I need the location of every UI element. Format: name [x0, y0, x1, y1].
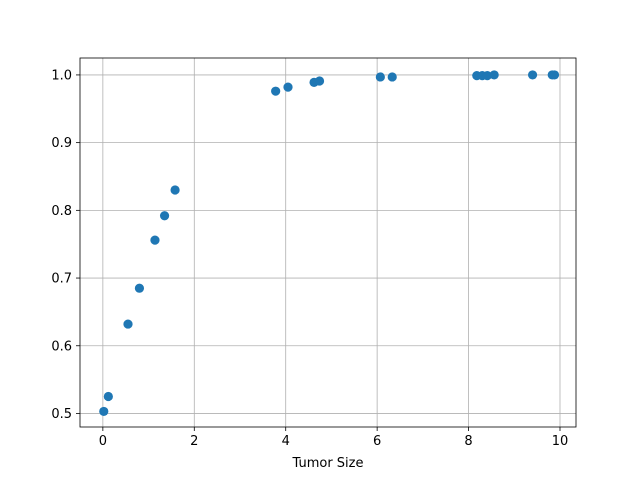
y-tick-label: 0.5	[51, 407, 72, 422]
x-tick-label: 4	[282, 434, 290, 449]
scatter-point	[134, 283, 145, 293]
scatter-point	[482, 71, 492, 81]
points-layer	[99, 70, 560, 417]
scatter-point	[159, 211, 170, 221]
scatter-point	[549, 70, 560, 80]
y-tick-label: 0.8	[51, 204, 72, 219]
scatter-point	[375, 72, 385, 82]
scatter-point	[314, 76, 325, 86]
scatter-point	[527, 70, 538, 80]
x-tick-label: 10	[552, 434, 569, 449]
scatter-point	[103, 391, 113, 402]
x-tick-label: 6	[373, 434, 381, 449]
x-tick-label: 8	[464, 434, 472, 449]
scatter-point	[150, 235, 160, 245]
scatter-point	[387, 72, 397, 82]
x-tick-label: 2	[190, 434, 198, 449]
y-tick-label: 0.7	[51, 272, 72, 287]
scatter-point	[123, 319, 133, 329]
x-tick-label: 0	[99, 434, 107, 449]
plot-frame	[79, 57, 577, 428]
y-tick-label: 1.0	[51, 68, 72, 83]
x-axis-label: Tumor Size	[292, 456, 364, 471]
scatter-point	[283, 82, 293, 92]
scatter-point	[489, 70, 499, 80]
y-tick-label: 0.6	[51, 339, 72, 354]
scatter-point	[99, 406, 109, 417]
axes-layer: 0 2 4 6 8 10 0.5 0.6 0.7 0.8 0.9 1.0	[51, 57, 577, 449]
y-tick-label: 0.9	[51, 136, 72, 151]
grid-layer	[80, 58, 576, 427]
scatter-point	[271, 86, 281, 96]
scatter-point	[170, 185, 180, 195]
